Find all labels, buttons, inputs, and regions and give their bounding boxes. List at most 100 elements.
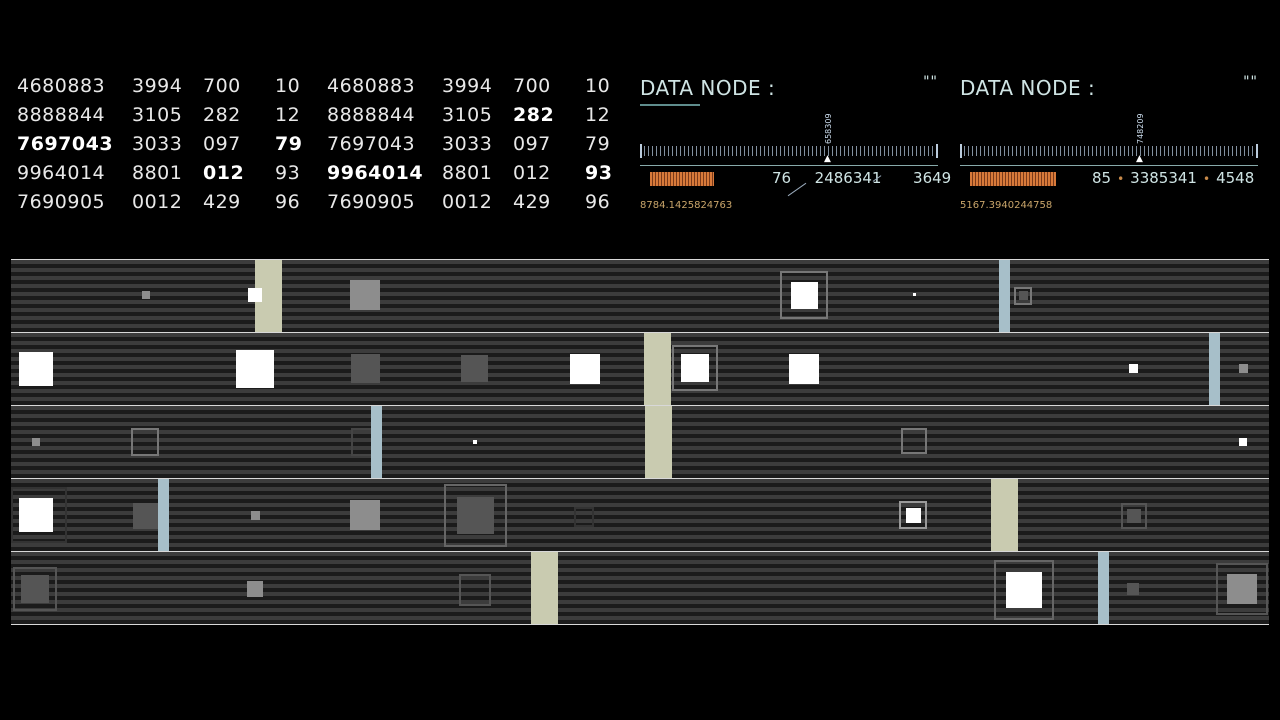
grid-row: 9964014 8801 012 93 [17, 159, 317, 188]
block [1006, 572, 1042, 608]
block [1129, 364, 1138, 373]
number-grid-right: 4680883 3994 700 10 8888844 3105 282 12 … [327, 72, 627, 217]
block [350, 500, 380, 530]
signal-strips [11, 259, 1269, 625]
node-value-1: 76 [772, 169, 792, 187]
ruler-end [936, 144, 938, 158]
ruler-end [640, 144, 642, 158]
signal-strip [11, 332, 1269, 405]
grid-cell: 8888844 [327, 104, 416, 126]
grid-cell: 700 [203, 75, 241, 97]
blue-bar [1209, 333, 1220, 405]
grid-cell: 3105 [132, 104, 183, 126]
framed-block [1216, 563, 1268, 615]
grid-row: 7690905 0012 429 96 [17, 188, 317, 217]
signal-strip [11, 405, 1269, 478]
dot-separator: • [1117, 172, 1125, 186]
grid-cell: 097 [203, 133, 241, 155]
grid-cell: 012 [513, 162, 551, 184]
block [19, 352, 53, 386]
node-value-3: 3649 [913, 169, 952, 187]
node-subvalue: 8784.1425824763 [640, 200, 733, 211]
framed-block [780, 271, 828, 319]
marker-label: 748209 [1136, 113, 1145, 144]
grid-cell: 96 [585, 191, 611, 213]
grid-cell: 7697043 [327, 133, 416, 155]
grid-row: 4680883 3994 700 10 [327, 72, 627, 101]
block [21, 575, 49, 603]
framed-block [444, 484, 507, 547]
grid-cell: 429 [203, 191, 241, 213]
grid-cell: 3105 [442, 104, 493, 126]
grid-cell: 429 [513, 191, 551, 213]
grid-cell: 097 [513, 133, 551, 155]
node-value-2: 3385341 [1130, 169, 1197, 187]
grid-cell: 3033 [442, 133, 493, 155]
grid-cell: 79 [585, 133, 611, 155]
grid-cell: 4680883 [17, 75, 106, 97]
block [1019, 291, 1028, 300]
grid-cell: 012 [203, 162, 245, 184]
tan-bar [991, 479, 1018, 551]
node-subvalue: 5167.3940244758 [960, 200, 1053, 211]
grid-cell: 282 [513, 104, 555, 126]
grid-cell: 3994 [132, 75, 183, 97]
block [236, 350, 274, 388]
triangle-marker-icon: ▲ [824, 154, 831, 164]
framed-block [672, 345, 718, 391]
framed-block [13, 567, 57, 611]
framed-block [11, 487, 67, 543]
grid-cell: 9964014 [327, 162, 424, 184]
marker-label: 658309 [824, 113, 833, 144]
grid-cell: 79 [275, 133, 303, 155]
block [461, 355, 488, 382]
framed-block [901, 428, 927, 454]
block [247, 581, 263, 597]
block [248, 288, 262, 302]
grid-row: 7690905 0012 429 96 [327, 188, 627, 217]
framed-block [574, 507, 594, 527]
node-value-3: 4548 [1216, 169, 1255, 187]
grid-cell: 12 [275, 104, 301, 126]
block [1227, 574, 1257, 604]
block [1127, 509, 1141, 523]
orange-level-bar [650, 172, 714, 186]
grid-cell: 7697043 [17, 133, 114, 155]
grid-row: 9964014 8801 012 93 [327, 159, 627, 188]
grid-cell: 12 [585, 104, 611, 126]
grid-cell: 96 [275, 191, 301, 213]
block [1127, 583, 1139, 595]
grid-cell: 8888844 [17, 104, 106, 126]
framed-block [1014, 287, 1032, 305]
grid-cell: 93 [585, 162, 613, 184]
quote-glyph: "" [923, 74, 938, 90]
ruler-baseline [640, 165, 938, 166]
blue-bar [999, 260, 1010, 332]
block [906, 508, 921, 523]
triangle-marker-icon: ▲ [1136, 154, 1143, 164]
node-value-1: 85 [1092, 169, 1112, 187]
grid-cell: 10 [585, 75, 611, 97]
grid-cell: 8801 [132, 162, 183, 184]
block [473, 440, 477, 444]
framed-block [131, 428, 159, 456]
number-grid-left: 4680883 3994 700 10 8888844 3105 282 12 … [17, 72, 317, 217]
ruler-end [1256, 144, 1258, 158]
tan-bar [531, 552, 558, 624]
grid-cell: 700 [513, 75, 551, 97]
data-node-title: DATA NODE : [640, 76, 776, 100]
block [251, 511, 260, 520]
grid-cell: 282 [203, 104, 241, 126]
grid-row: 8888844 3105 282 12 [327, 101, 627, 130]
grid-row: 7697043 3033 097 79 [17, 130, 317, 159]
block [351, 354, 380, 383]
block [1239, 364, 1248, 373]
grid-cell: 3033 [132, 133, 183, 155]
blue-bar [1098, 552, 1109, 624]
ruler-end [960, 144, 962, 158]
block [142, 291, 150, 299]
grid-cell: 0012 [442, 191, 493, 213]
tan-bar [644, 333, 671, 405]
block [913, 293, 916, 296]
block [32, 438, 40, 446]
